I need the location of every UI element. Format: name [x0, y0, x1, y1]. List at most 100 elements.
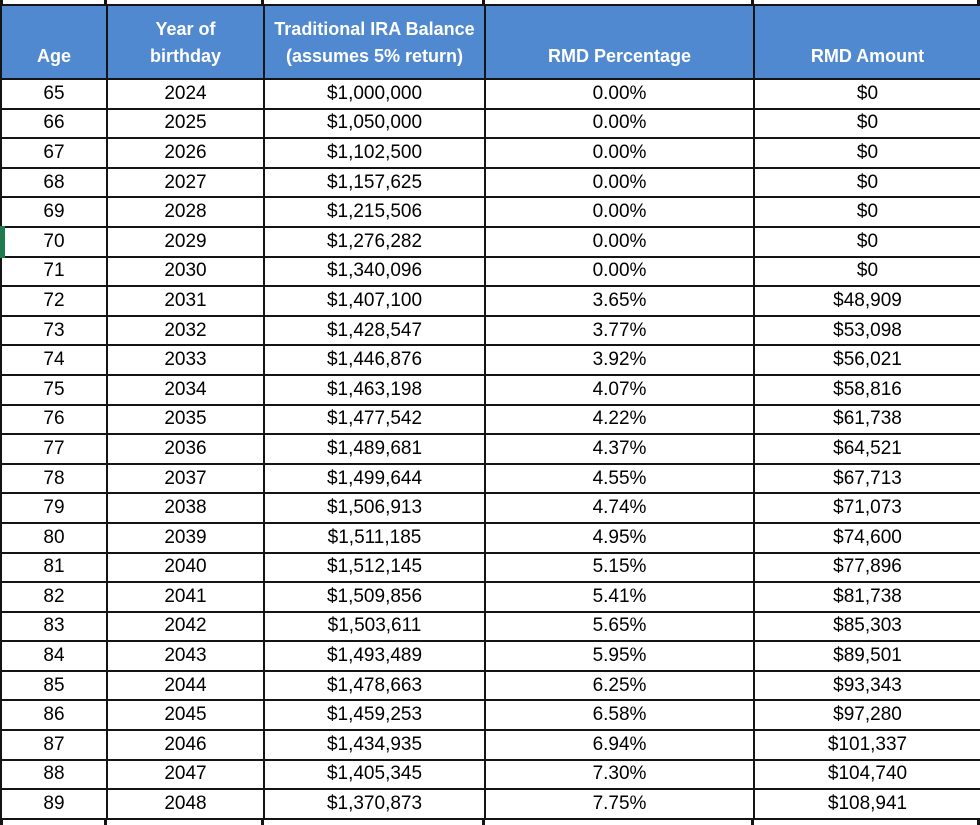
- cell-age[interactable]: 72: [0, 285, 108, 317]
- cell-rmd-amt[interactable]: $56,021: [753, 344, 980, 376]
- cell-rmd-pct[interactable]: 6.25%: [484, 669, 755, 702]
- cell-rmd-amt[interactable]: $67,713: [753, 462, 980, 495]
- cell-rmd-amt[interactable]: $0: [753, 137, 980, 169]
- cell-rmd-amt[interactable]: $53,098: [753, 314, 980, 347]
- cell-age[interactable]: 71: [0, 255, 108, 288]
- cell-rmd-pct[interactable]: 4.37%: [484, 433, 755, 465]
- cell-rmd-pct[interactable]: 0.00%: [484, 166, 755, 199]
- cell-rmd-pct[interactable]: 7.30%: [484, 758, 755, 791]
- cell-year[interactable]: 2042: [106, 610, 265, 643]
- column-header-rmd-pct[interactable]: RMD Percentage: [484, 4, 755, 80]
- cell-age[interactable]: 84: [0, 640, 108, 672]
- cell-balance[interactable]: $1,512,145: [263, 551, 486, 584]
- cell-year[interactable]: 2046: [106, 729, 265, 761]
- cell-rmd-amt[interactable]: $0: [753, 225, 980, 258]
- cell-rmd-pct[interactable]: 3.77%: [484, 314, 755, 347]
- cell-rmd-pct[interactable]: 4.74%: [484, 492, 755, 524]
- cell-balance[interactable]: $1,407,100: [263, 285, 486, 317]
- column-header-rmd-amt[interactable]: RMD Amount: [753, 4, 980, 80]
- cell-year[interactable]: 2045: [106, 699, 265, 732]
- cell-year[interactable]: 2040: [106, 551, 265, 584]
- cell-year[interactable]: 2034: [106, 373, 265, 406]
- cell-balance[interactable]: $1,276,282: [263, 225, 486, 258]
- cell-rmd-pct[interactable]: 5.15%: [484, 551, 755, 584]
- cell-rmd-pct[interactable]: 7.75%: [484, 788, 755, 820]
- cell-rmd-amt[interactable]: $81,738: [753, 581, 980, 613]
- cell-age[interactable]: 75: [0, 373, 108, 406]
- cell-rmd-amt[interactable]: $0: [753, 107, 980, 140]
- cell-age[interactable]: 73: [0, 314, 108, 347]
- cell-rmd-amt[interactable]: $104,740: [753, 758, 980, 791]
- cell-rmd-amt[interactable]: $93,343: [753, 669, 980, 702]
- cell-year[interactable]: 2024: [106, 78, 265, 110]
- cell-age[interactable]: 79: [0, 492, 108, 524]
- column-header-year[interactable]: Year of birthday: [106, 4, 265, 80]
- cell-rmd-amt[interactable]: $48,909: [753, 285, 980, 317]
- cell-balance[interactable]: $1,428,547: [263, 314, 486, 347]
- cell-balance[interactable]: $1,340,096: [263, 255, 486, 288]
- cell-rmd-amt[interactable]: $0: [753, 196, 980, 228]
- cell-balance[interactable]: $1,215,506: [263, 196, 486, 228]
- cell-rmd-amt[interactable]: $71,073: [753, 492, 980, 524]
- cell-rmd-pct[interactable]: 0.00%: [484, 225, 755, 258]
- cell-rmd-pct[interactable]: 0.00%: [484, 255, 755, 288]
- cell-balance[interactable]: $1,499,644: [263, 462, 486, 495]
- cell-age[interactable]: 68: [0, 166, 108, 199]
- cell-rmd-pct[interactable]: 0.00%: [484, 78, 755, 110]
- cell-balance[interactable]: $1,405,345: [263, 758, 486, 791]
- cell-age[interactable]: 88: [0, 758, 108, 791]
- cell-year[interactable]: 2030: [106, 255, 265, 288]
- cell-year[interactable]: 2033: [106, 344, 265, 376]
- cell-age[interactable]: 80: [0, 521, 108, 554]
- cell-year[interactable]: 2029: [106, 225, 265, 258]
- cell-year[interactable]: 2031: [106, 285, 265, 317]
- cell-year[interactable]: 2038: [106, 492, 265, 524]
- cell-year[interactable]: 2043: [106, 640, 265, 672]
- cell-rmd-pct[interactable]: 3.65%: [484, 285, 755, 317]
- cell-year[interactable]: 2027: [106, 166, 265, 199]
- cell-year[interactable]: 2041: [106, 581, 265, 613]
- cell-balance[interactable]: $1,489,681: [263, 433, 486, 465]
- cell-year[interactable]: 2026: [106, 137, 265, 169]
- cell-age[interactable]: 69: [0, 196, 108, 228]
- column-header-balance[interactable]: Traditional IRA Balance (assumes 5% retur…: [263, 4, 486, 80]
- cell-age[interactable]: 86: [0, 699, 108, 732]
- cell-balance[interactable]: $1,434,935: [263, 729, 486, 761]
- cell-rmd-amt[interactable]: $0: [753, 166, 980, 199]
- cell-balance[interactable]: $1,157,625: [263, 166, 486, 199]
- cell-year[interactable]: 2047: [106, 758, 265, 791]
- cell-age[interactable]: 76: [0, 403, 108, 436]
- cell-rmd-pct[interactable]: 4.07%: [484, 373, 755, 406]
- cell-rmd-amt[interactable]: $64,521: [753, 433, 980, 465]
- cell-balance[interactable]: $1,478,663: [263, 669, 486, 702]
- cell-balance[interactable]: $1,050,000: [263, 107, 486, 140]
- cell-rmd-pct[interactable]: 4.95%: [484, 521, 755, 554]
- cell-age[interactable]: 81: [0, 551, 108, 584]
- cell-rmd-pct[interactable]: 6.58%: [484, 699, 755, 732]
- cell-year[interactable]: 2028: [106, 196, 265, 228]
- cell-age[interactable]: 77: [0, 433, 108, 465]
- cell-year[interactable]: 2032: [106, 314, 265, 347]
- cell-rmd-pct[interactable]: 0.00%: [484, 107, 755, 140]
- cell-age[interactable]: 67: [0, 137, 108, 169]
- cell-rmd-pct[interactable]: 6.94%: [484, 729, 755, 761]
- cell-balance[interactable]: $1,446,876: [263, 344, 486, 376]
- cell-balance[interactable]: $1,459,253: [263, 699, 486, 732]
- cell-age[interactable]: 85: [0, 669, 108, 702]
- cell-rmd-pct[interactable]: 3.92%: [484, 344, 755, 376]
- cell-age[interactable]: 78: [0, 462, 108, 495]
- cell-balance[interactable]: $1,503,611: [263, 610, 486, 643]
- cell-age[interactable]: 89: [0, 788, 108, 820]
- cell-age[interactable]: 82: [0, 581, 108, 613]
- cell-age[interactable]: 66: [0, 107, 108, 140]
- column-header-age[interactable]: Age: [0, 4, 108, 80]
- cell-year[interactable]: 2048: [106, 788, 265, 820]
- cell-balance[interactable]: $1,000,000: [263, 78, 486, 110]
- cell-age[interactable]: 83: [0, 610, 108, 643]
- cell-year[interactable]: 2025: [106, 107, 265, 140]
- cell-rmd-pct[interactable]: 0.00%: [484, 196, 755, 228]
- cell-balance[interactable]: $1,102,500: [263, 137, 486, 169]
- cell-rmd-amt[interactable]: $89,501: [753, 640, 980, 672]
- cell-balance[interactable]: $1,511,185: [263, 521, 486, 554]
- cell-rmd-pct[interactable]: 5.95%: [484, 640, 755, 672]
